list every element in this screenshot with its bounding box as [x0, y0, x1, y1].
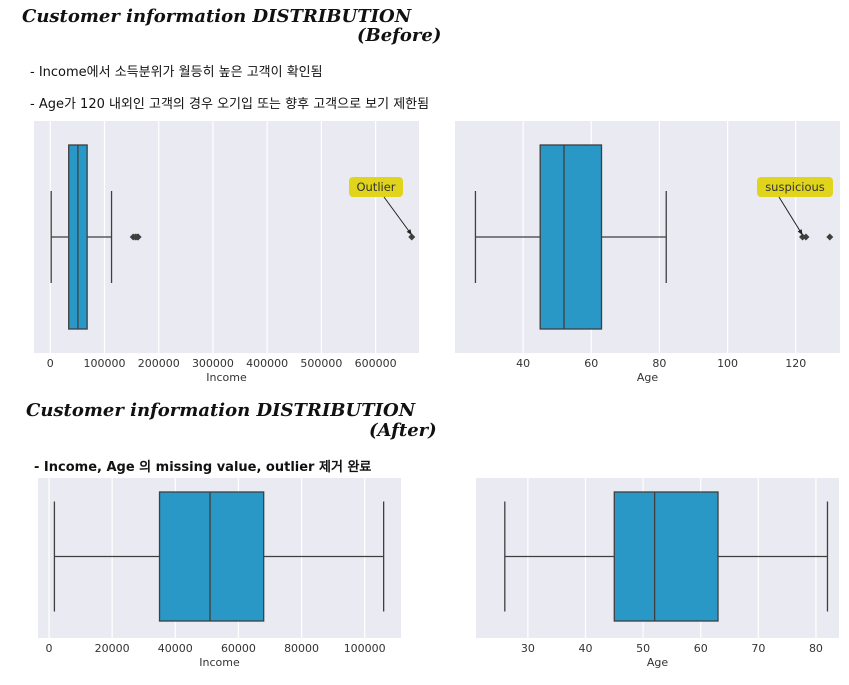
annotation-arrowhead: [797, 229, 803, 235]
income-boxplot-before: 0 100000 200000 300000 400000 500000 600000 Inc…: [34, 121, 419, 384]
x-tick-label: 40000: [158, 642, 193, 655]
x-tick-label: 60: [584, 357, 598, 370]
x-tick-label: 60: [694, 642, 708, 655]
iqr-box: [613, 491, 719, 622]
annotation-box: [349, 177, 403, 197]
x-tick-label: 400000: [246, 357, 288, 370]
annotation-arrowhead: [406, 229, 412, 235]
before-bullet-2: - Age가 120 내외인 고객의 경우 오기입 또는 향후 고객으로 보기 …: [30, 97, 430, 112]
annotation-label: Outlier: [356, 180, 395, 194]
before-title-line2: (Before): [357, 25, 442, 46]
x-tick-label: 0: [46, 642, 53, 655]
x-tick-label: 100: [717, 357, 738, 370]
x-tick-label: 300000: [192, 357, 234, 370]
iqr-box: [539, 144, 603, 330]
before-title-line1: Customer information DISTRIBUTION: [22, 6, 412, 27]
outlier-point: [826, 233, 834, 241]
annotation-label: suspicious: [765, 180, 825, 194]
x-tick-label: 200000: [138, 357, 180, 370]
x-tick-label: 80: [652, 357, 666, 370]
x-axis-label: Age: [637, 371, 659, 384]
x-tick-label: 70: [751, 642, 765, 655]
x-tick-label: 80: [809, 642, 823, 655]
outlier-point: [802, 233, 810, 241]
x-tick-label: 60000: [221, 642, 256, 655]
age-boxplot-after: 30 40 50 60 70 80 Age: [476, 478, 839, 669]
annotation-arrow: [778, 196, 803, 236]
iqr-box: [158, 491, 265, 622]
x-tick-label: 120: [785, 357, 806, 370]
x-tick-label: 600000: [355, 357, 397, 370]
x-axis-label: Income: [206, 371, 247, 384]
x-tick-label: 50: [636, 642, 650, 655]
x-axis-label: Age: [647, 656, 669, 669]
x-tick-label: 500000: [300, 357, 342, 370]
outlier-point: [134, 233, 142, 241]
after-title-line1: Customer information DISTRIBUTION: [26, 400, 416, 421]
before-bullet-1: - Income에서 소득분위가 월등히 높은 고객이 확인됨: [30, 65, 323, 80]
x-tick-label: 40: [578, 642, 592, 655]
x-tick-label: 100000: [344, 642, 386, 655]
x-tick-label: 40: [516, 357, 530, 370]
annotation-box: [757, 177, 833, 197]
age-boxplot-before: 40 60 80 100 120 Age suspicious: [455, 121, 840, 384]
x-tick-label: 0: [47, 357, 54, 370]
x-tick-label: 80000: [284, 642, 319, 655]
after-bullet-1: - Income, Age 의 missing value, outlier 제…: [34, 460, 372, 475]
income-boxplot-after: 0 20000 40000 60000 80000 100000 Income: [38, 478, 401, 669]
outlier-point: [408, 233, 416, 241]
x-axis-label: Income: [199, 656, 240, 669]
after-title-line2: (After): [369, 420, 437, 441]
annotation-arrow: [383, 196, 413, 236]
x-tick-label: 20000: [95, 642, 130, 655]
x-tick-label: 30: [521, 642, 535, 655]
x-tick-label: 100000: [83, 357, 125, 370]
